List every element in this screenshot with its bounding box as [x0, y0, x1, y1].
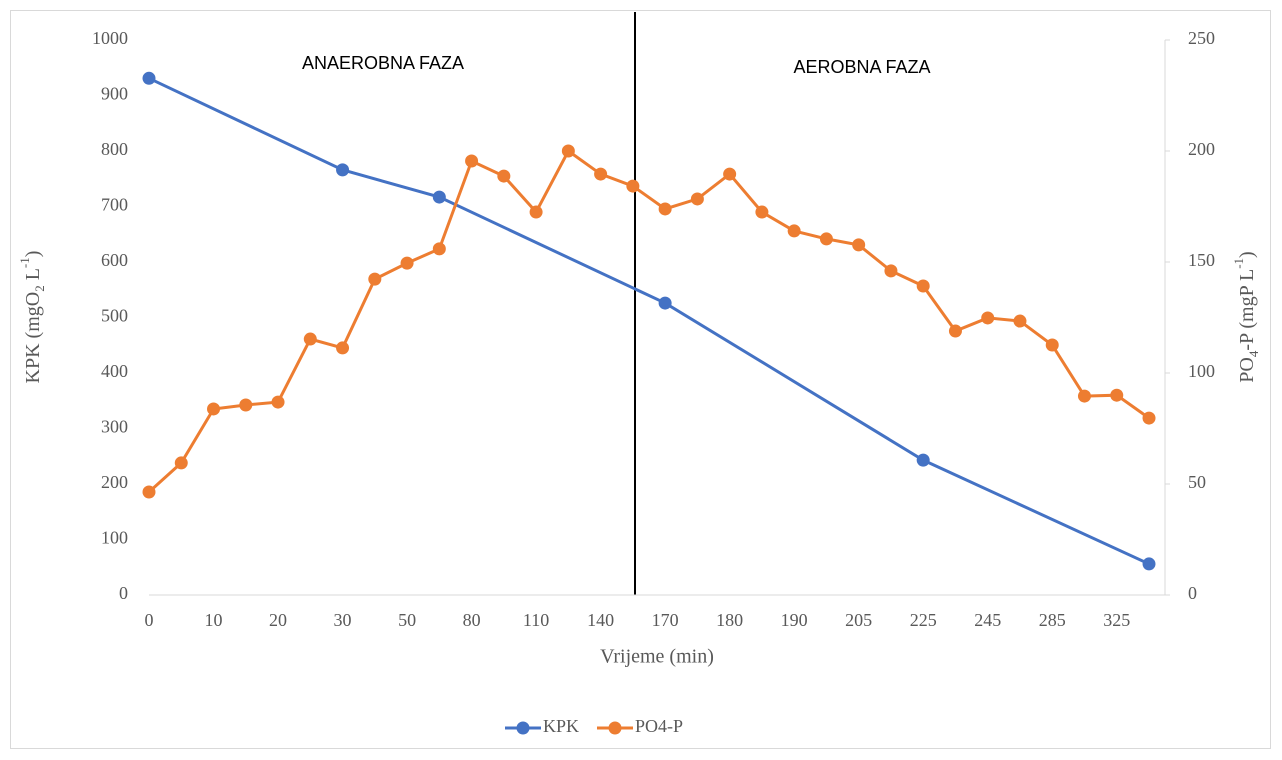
data-point: [884, 264, 898, 278]
y2-tick-label: 200: [1188, 139, 1215, 159]
data-point: [819, 232, 833, 246]
data-point: [658, 202, 672, 216]
x-tick-label: 190: [781, 610, 808, 630]
x-tick-label: 140: [587, 610, 614, 630]
y-tick-label: 800: [101, 139, 128, 159]
data-point: [723, 167, 737, 181]
data-point: [497, 169, 511, 183]
data-point: [303, 332, 317, 346]
y2-tick-label: 250: [1188, 28, 1215, 48]
axis-title-part: 2: [32, 285, 47, 292]
data-point: [755, 205, 769, 219]
axis-title-part: -1: [1231, 258, 1246, 269]
x-tick-label: 180: [716, 610, 743, 630]
data-point: [1013, 314, 1027, 328]
data-point: [529, 205, 543, 219]
x-tick-label: 170: [652, 610, 679, 630]
x-axis-title: Vrijeme (min): [600, 646, 714, 668]
y-tick-label: 400: [101, 361, 128, 381]
series-line: [148, 76, 1150, 566]
axis-title-part: ): [1236, 251, 1258, 258]
x-tick-label: 50: [398, 610, 416, 630]
axis-title-part: L: [22, 268, 44, 285]
data-point: [271, 395, 285, 409]
data-point: [658, 296, 672, 310]
data-point: [239, 398, 253, 412]
data-point: [465, 154, 479, 168]
axis-title-part: ): [22, 251, 44, 258]
axis-title-part: KPK (mgO: [22, 292, 44, 384]
y-tick-label: 200: [101, 472, 128, 492]
x-tick-label: 225: [910, 610, 937, 630]
data-point: [916, 279, 930, 293]
data-point: [174, 456, 188, 470]
y-axis-title: KPK (mgO2 L-1): [17, 251, 47, 384]
axis-title-part: 4: [1246, 350, 1261, 357]
x-tick-label: 285: [1039, 610, 1066, 630]
legend-label: PO4-P: [635, 716, 683, 736]
y-tick-label: 700: [101, 195, 128, 215]
data-point: [594, 167, 608, 181]
chart-border: [10, 10, 1271, 749]
x-tick-label: 110: [523, 610, 549, 630]
data-point: [1142, 411, 1156, 425]
data-point: [432, 190, 446, 204]
x-tick-label: 30: [334, 610, 352, 630]
data-point: [1045, 338, 1059, 352]
data-point: [336, 163, 350, 177]
data-point: [1077, 389, 1091, 403]
x-tick-label: 325: [1103, 610, 1130, 630]
data-point: [561, 144, 575, 158]
data-point: [336, 341, 350, 355]
axis-title-part: -P (mgP L: [1236, 269, 1258, 351]
data-point: [368, 272, 382, 286]
data-point: [142, 71, 156, 85]
x-tick-label: 205: [845, 610, 872, 630]
annotation: ANAEROBNA FAZA: [302, 53, 464, 73]
y2-tick-label: 150: [1188, 250, 1215, 270]
y-tick-label: 600: [101, 250, 128, 270]
data-point: [626, 179, 640, 193]
x-tick-label: 10: [205, 610, 223, 630]
y2-axis-title: PO4-P (mgP L-1): [1231, 251, 1261, 382]
data-point: [981, 311, 995, 325]
x-tick-label: 245: [974, 610, 1001, 630]
data-point: [916, 453, 930, 467]
y-tick-label: 1000: [92, 28, 128, 48]
y-tick-label: 0: [119, 583, 128, 603]
legend-label: KPK: [543, 716, 579, 736]
y-tick-label: 500: [101, 306, 128, 326]
data-point: [432, 242, 446, 256]
y2-tick-label: 100: [1188, 361, 1215, 381]
data-point: [400, 256, 414, 270]
legend-marker: [516, 721, 530, 735]
data-point: [207, 402, 221, 416]
x-tick-label: 0: [145, 610, 154, 630]
data-point: [1142, 557, 1156, 571]
data-point: [142, 485, 156, 499]
y2-tick-label: 0: [1188, 583, 1197, 603]
axis-title-part: -1: [17, 257, 32, 268]
data-point: [852, 238, 866, 252]
axis-title-part: PO: [1236, 357, 1258, 383]
y-tick-label: 300: [101, 417, 128, 437]
data-point: [1110, 388, 1124, 402]
legend-marker: [608, 721, 622, 735]
data-point: [787, 224, 801, 238]
annotation: AEROBNA FAZA: [793, 57, 930, 77]
y2-tick-label: 50: [1188, 472, 1206, 492]
y-tick-label: 100: [101, 528, 128, 548]
y-tick-label: 900: [101, 84, 128, 104]
data-point: [948, 324, 962, 338]
x-tick-label: 80: [463, 610, 481, 630]
x-tick-label: 20: [269, 610, 287, 630]
data-point: [690, 192, 704, 206]
